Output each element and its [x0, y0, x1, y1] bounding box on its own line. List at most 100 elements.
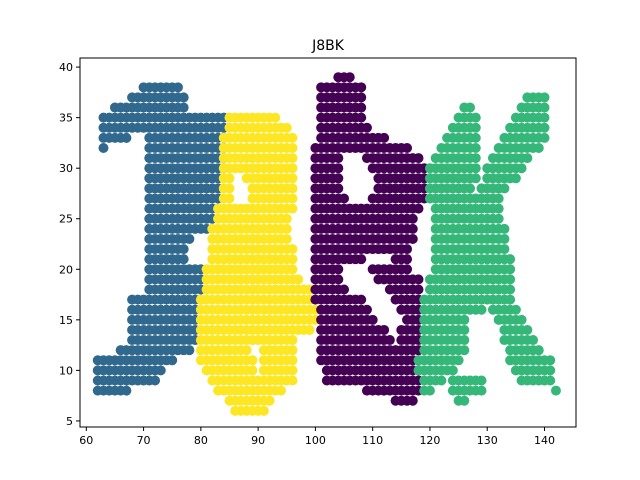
data-point	[184, 233, 195, 244]
y-tick-label: 35	[59, 112, 73, 125]
data-point	[505, 274, 516, 285]
data-point	[470, 142, 481, 153]
data-point	[287, 142, 298, 153]
data-point	[459, 314, 470, 325]
data-point	[361, 122, 372, 133]
data-point	[121, 385, 132, 396]
data-point	[167, 355, 178, 366]
data-point	[533, 142, 544, 153]
data-point	[178, 92, 189, 103]
x-tick-label: 70	[137, 434, 151, 447]
data-point	[172, 82, 183, 93]
data-point	[287, 244, 298, 255]
x-tick-label: 90	[251, 434, 265, 447]
series-3	[413, 92, 561, 406]
data-point	[333, 163, 344, 174]
data-point	[264, 395, 275, 406]
data-point	[121, 132, 132, 143]
x-axis-ticks: 60 70 80 90 100 110 120 130 140	[79, 427, 555, 447]
x-tick-label: 130	[477, 434, 498, 447]
data-point	[470, 132, 481, 143]
data-point	[528, 335, 539, 346]
data-point	[287, 153, 298, 164]
data-point	[499, 244, 510, 255]
data-point	[287, 203, 298, 214]
data-point	[356, 294, 367, 305]
data-point	[505, 254, 516, 265]
y-tick-label: 5	[66, 415, 73, 428]
data-point	[184, 345, 195, 356]
x-tick-label: 80	[194, 434, 208, 447]
y-tick-label: 30	[59, 162, 73, 175]
y-tick-label: 40	[59, 61, 73, 74]
data-point	[339, 284, 350, 295]
data-point	[287, 375, 298, 386]
y-tick-label: 10	[59, 364, 73, 377]
x-tick-label: 140	[534, 434, 555, 447]
data-point	[178, 254, 189, 265]
series-2	[310, 72, 430, 406]
data-point	[384, 335, 395, 346]
data-point	[470, 173, 481, 184]
data-point	[356, 112, 367, 123]
data-point	[333, 153, 344, 164]
y-tick-label: 25	[59, 213, 73, 226]
data-point	[470, 153, 481, 164]
data-point	[333, 183, 344, 194]
data-point	[436, 375, 447, 386]
data-point	[522, 324, 533, 335]
data-point	[333, 274, 344, 285]
data-point	[293, 274, 304, 285]
data-point	[287, 183, 298, 194]
data-point	[413, 153, 424, 164]
data-point	[539, 92, 550, 103]
data-point	[545, 375, 556, 386]
series-0	[92, 82, 229, 396]
data-point	[470, 112, 481, 123]
data-point	[476, 385, 487, 396]
data-point	[505, 264, 516, 275]
data-point	[476, 375, 487, 386]
data-point	[150, 375, 161, 386]
data-point	[287, 254, 298, 265]
data-point	[379, 132, 390, 143]
data-point	[287, 173, 298, 184]
data-point	[178, 244, 189, 255]
data-point	[465, 183, 476, 194]
data-point	[424, 385, 435, 396]
data-point	[545, 365, 556, 376]
data-point	[276, 385, 287, 396]
data-point	[281, 233, 292, 244]
data-point	[344, 72, 355, 83]
data-point	[402, 264, 413, 275]
x-tick-label: 60	[79, 434, 93, 447]
data-point	[287, 345, 298, 356]
data-point	[407, 233, 418, 244]
data-point	[499, 183, 510, 194]
data-point	[470, 163, 481, 174]
data-point	[539, 132, 550, 143]
data-point	[98, 142, 109, 153]
data-point	[493, 193, 504, 204]
data-point	[304, 324, 315, 335]
data-point	[516, 163, 527, 174]
data-point	[224, 193, 235, 204]
data-point	[453, 355, 464, 366]
data-point	[493, 213, 504, 224]
data-point	[287, 355, 298, 366]
data-point	[333, 264, 344, 275]
data-point	[287, 163, 298, 174]
data-point	[505, 294, 516, 305]
data-point	[379, 324, 390, 335]
data-point	[476, 304, 487, 315]
data-point	[361, 304, 372, 315]
data-point	[533, 345, 544, 356]
data-point	[539, 102, 550, 113]
data-point	[258, 405, 269, 416]
data-point	[493, 203, 504, 214]
y-axis-ticks: 5 10 15 20 25 30 35 40	[59, 61, 80, 428]
chart-title: J8BK	[311, 38, 345, 54]
data-point	[510, 173, 521, 184]
data-point	[459, 335, 470, 346]
data-point	[402, 142, 413, 153]
